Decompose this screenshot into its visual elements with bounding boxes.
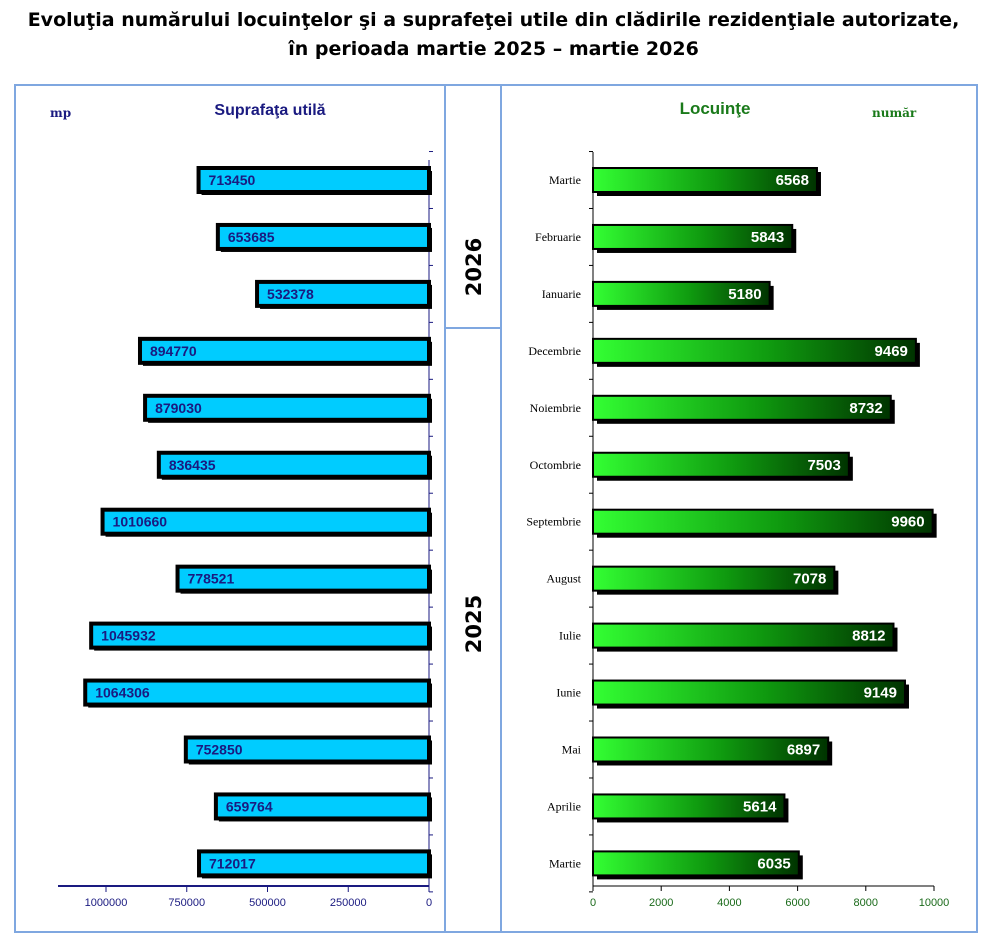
left-bar [183,735,431,764]
month-label: Noiembrie [530,401,581,415]
right-panel-frame [500,84,978,933]
right-bar [592,508,934,535]
left-bar [100,507,431,536]
left-unit-label: mp [50,106,72,120]
left-bar-value-label: 778521 [188,571,235,587]
year-2025-frame [446,327,502,933]
right-bar-value-label: 5843 [751,229,784,246]
left-bar-value-label: 1064306 [95,685,150,701]
left-bar-value-label: 713450 [209,172,256,188]
right-bar-value-label: 5180 [728,286,761,303]
left-bar-value-label: 1045932 [101,628,156,644]
right-bar [592,850,800,877]
right-bar [592,679,906,706]
month-label: Iunie [556,686,581,700]
left-bar [197,849,431,878]
right-x-tick-label: 8000 [854,897,878,909]
right-bar-value-label: 9469 [875,343,908,360]
chart-title-line-1: Evoluţia numărului locuinţelor şi a supr… [27,9,960,31]
left-bar-value-label: 1010660 [113,514,168,530]
left-bar [175,564,431,593]
right-bar [592,451,850,478]
month-label: Februarie [535,230,581,244]
right-bar-value-label: 8812 [852,628,885,645]
left-panel-frame [14,84,446,933]
left-bar [156,450,432,479]
right-x-tick-label: 6000 [785,897,809,909]
left-bar-value-label: 836435 [169,457,216,473]
right-unit-label: număr [872,106,917,120]
right-bar-value-label: 7503 [807,457,840,474]
right-bar-value-label: 9149 [864,685,897,702]
right-bar [592,736,830,763]
month-label: Septembrie [526,515,581,529]
left-bar [89,621,431,650]
left-bar [215,222,431,251]
right-bar-value-label: 7078 [793,571,826,588]
right-x-tick-label: 2000 [649,897,673,909]
right-x-tick-label: 4000 [717,897,741,909]
right-bar-value-label: 6568 [776,172,809,189]
right-bar [592,167,818,193]
month-label: Mai [562,743,582,757]
left-x-tick-label: 0 [426,897,432,909]
month-label: Octombrie [530,458,581,472]
chart-title: Evoluţia numărului locuinţelor şi a supr… [0,6,987,64]
left-bar-value-label: 712017 [209,855,256,871]
right-bar [592,565,836,592]
left-x-tick-label: 250000 [330,897,367,909]
right-bar-value-label: 6897 [787,742,820,759]
left-bar-value-label: 532378 [267,286,314,302]
left-x-tick-label: 750000 [168,897,205,909]
chart-title-line-2: în perioada martie 2025 – martie 2026 [288,38,699,60]
left-x-tick-label: 1000000 [85,897,128,909]
left-bar [213,792,431,821]
month-label: Martie [549,173,581,187]
right-x-tick-label: 10000 [919,897,950,909]
month-label: Decembrie [528,344,581,358]
left-bar-value-label: 659764 [226,798,273,814]
right-bar [592,337,917,364]
left-bar-value-label: 879030 [155,400,202,416]
left-bar-value-label: 752850 [196,742,243,758]
right-bar [592,280,771,307]
left-bar-value-label: 894770 [150,343,197,359]
right-bar [592,223,794,250]
left-bar [196,166,431,194]
right-bar [592,394,892,421]
left-bar [83,678,432,707]
right-bar-value-label: 9960 [891,514,924,531]
right-bar [592,793,786,820]
left-panel-heading: Suprafaţa utilă [214,102,326,119]
right-panel-heading: Locuinţe [679,99,751,118]
right-bar-value-label: 8732 [849,400,882,417]
left-bar [137,336,431,365]
right-bar-value-label: 5614 [743,798,777,815]
left-bar [255,279,431,308]
left-bar-value-label: 653685 [228,229,275,245]
right-bar [592,622,895,649]
left-bar [143,393,431,422]
right-x-tick-label: 0 [590,897,596,909]
right-bar-value-label: 6035 [757,855,790,872]
month-label: Martie [549,856,581,870]
left-x-tick-label: 500000 [249,897,286,909]
month-label: Aprilie [547,799,581,813]
month-label: Iulie [559,629,581,643]
month-label: August [546,572,581,586]
month-label: Ianuarie [542,287,581,301]
